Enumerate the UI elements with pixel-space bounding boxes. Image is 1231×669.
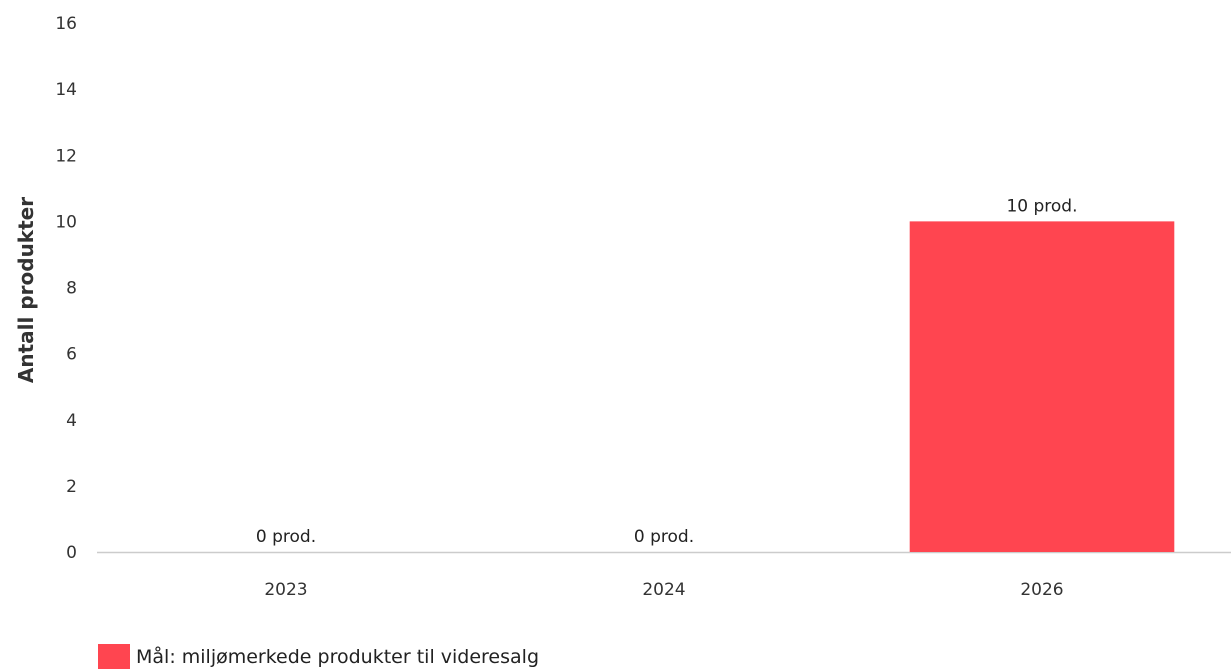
y-tick-label: 10: [55, 212, 77, 232]
x-tick-label-2023: 2023: [264, 580, 307, 600]
legend-swatch: [98, 644, 130, 669]
y-axis-title: Antall produkter: [14, 197, 38, 383]
y-axis-ticks: 0 2 4 6 8 10 12 14 16: [55, 14, 77, 563]
y-tick-label: 0: [66, 543, 77, 563]
y-tick-label: 2: [66, 477, 77, 497]
bars-group: [909, 221, 1175, 552]
legend: Mål: miljømerkede produkter til videresa…: [98, 644, 539, 669]
data-labels-group: 0 prod. 0 prod. 10 prod.: [256, 196, 1078, 547]
y-tick-label: 14: [55, 80, 77, 100]
data-label-2024: 0 prod.: [634, 527, 694, 547]
x-tick-label-2024: 2024: [642, 580, 685, 600]
x-axis-ticks: 2023 2024 2026: [264, 580, 1063, 600]
data-label-2023: 0 prod.: [256, 527, 316, 547]
y-tick-label: 16: [55, 14, 77, 34]
legend-label: Mål: miljømerkede produkter til videresa…: [136, 645, 539, 668]
y-tick-label: 8: [66, 279, 77, 299]
data-label-2026: 10 prod.: [1006, 196, 1077, 216]
y-tick-label: 6: [66, 345, 77, 365]
y-tick-label: 4: [66, 411, 77, 431]
y-axis-title-group: Antall produkter: [14, 197, 38, 383]
bar-2026: [909, 221, 1175, 552]
y-tick-label: 12: [55, 146, 77, 166]
x-tick-label-2026: 2026: [1020, 580, 1063, 600]
